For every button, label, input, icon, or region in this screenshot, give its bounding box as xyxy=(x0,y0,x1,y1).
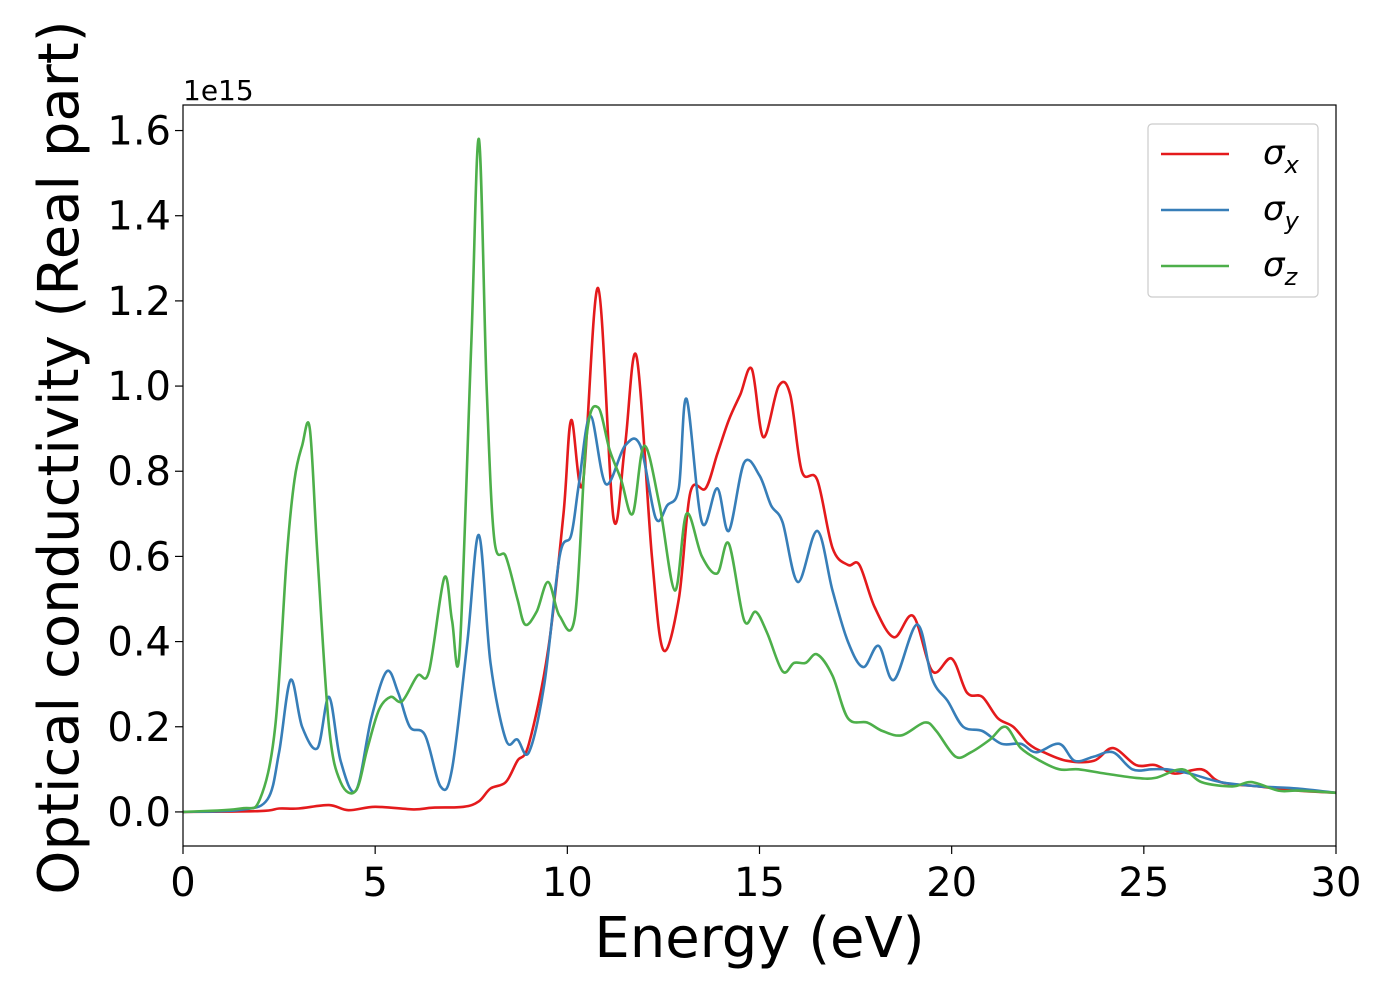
y-tick-label: 0.8 xyxy=(107,449,171,495)
y-tick-label: 0.0 xyxy=(107,790,171,836)
series-line-x xyxy=(183,286,1336,814)
y-tick-label: 1.2 xyxy=(107,279,171,325)
y-tick-label: 0.2 xyxy=(107,705,171,751)
y-offset-label: 1e15 xyxy=(183,74,254,107)
legend-box xyxy=(1147,123,1319,298)
y-tick-label: 0.4 xyxy=(107,620,171,666)
y-tick-label: 1.4 xyxy=(107,194,171,240)
x-tick-label: 5 xyxy=(362,860,387,906)
x-axis: 0 5 10 15 20 25 30 xyxy=(170,846,1361,906)
x-tick-label: 15 xyxy=(734,860,785,906)
series-layer xyxy=(183,137,1336,814)
x-axis-label: Energy (eV) xyxy=(594,906,924,971)
x-tick-label: 10 xyxy=(542,860,593,906)
y-tick-label: 1.6 xyxy=(107,109,171,155)
y-tick-label: 1.0 xyxy=(107,364,171,410)
x-tick-label: 25 xyxy=(1118,860,1169,906)
y-axis: 0.0 0.2 0.4 0.6 0.8 1.0 1.2 1.4 1.6 xyxy=(107,109,183,836)
x-tick-label: 20 xyxy=(926,860,977,906)
y-tick-label: 0.6 xyxy=(107,534,171,580)
legend-entry-subscript: y xyxy=(1284,207,1300,235)
series-line-z xyxy=(183,137,1336,814)
series-line-y xyxy=(183,397,1336,814)
x-tick-label: 0 xyxy=(170,860,195,906)
x-tick-label: 30 xyxy=(1311,860,1362,906)
legend-entry-subscript: z xyxy=(1284,263,1299,291)
legend-entry-subscript: x xyxy=(1284,151,1300,179)
y-axis-label: Optical conductivity (Real part) xyxy=(27,20,92,894)
